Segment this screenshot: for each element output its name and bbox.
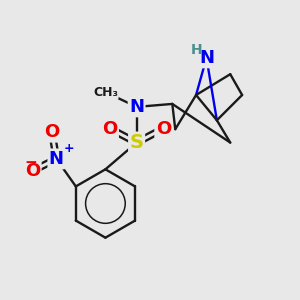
Text: N: N [129, 98, 144, 116]
Text: CH₃: CH₃ [93, 85, 118, 98]
Text: O: O [25, 162, 40, 180]
Text: −: − [24, 155, 37, 170]
Text: O: O [44, 123, 59, 141]
Text: N: N [49, 150, 64, 168]
Text: +: + [64, 142, 74, 155]
Text: S: S [130, 133, 144, 152]
Text: O: O [156, 120, 171, 138]
Text: O: O [102, 120, 118, 138]
Text: N: N [199, 49, 214, 67]
Text: H: H [190, 43, 202, 56]
